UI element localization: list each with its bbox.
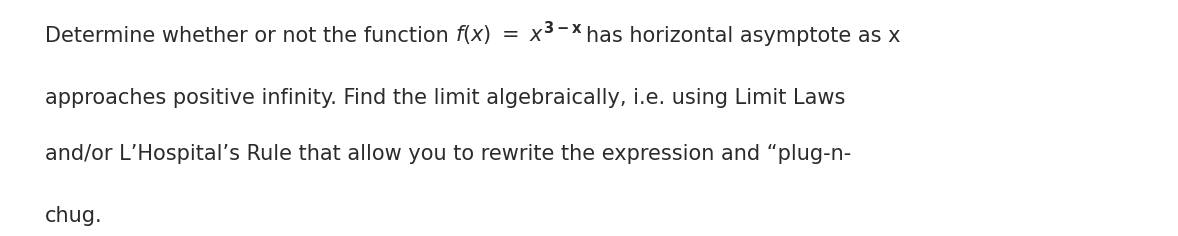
Text: has horizontal asymptote as x: has horizontal asymptote as x [587, 26, 901, 46]
Text: and/or L’Hospital’s Rule that allow you to rewrite the expression and “plug-n-: and/or L’Hospital’s Rule that allow you … [45, 144, 851, 164]
Text: approaches positive infinity. Find the limit algebraically, i.e. using Limit Law: approaches positive infinity. Find the l… [45, 88, 845, 108]
Text: $\bf\mathit{f}$($\bf\mathit{x}$) $=$ $\bf\mathit{x}^{\bf 3-x}$: $\bf\mathit{f}$($\bf\mathit{x}$) $=$ $\b… [455, 20, 583, 48]
Text: Determine whether or not the function: Determine whether or not the function [45, 26, 455, 46]
Text: chug.: chug. [45, 206, 102, 226]
